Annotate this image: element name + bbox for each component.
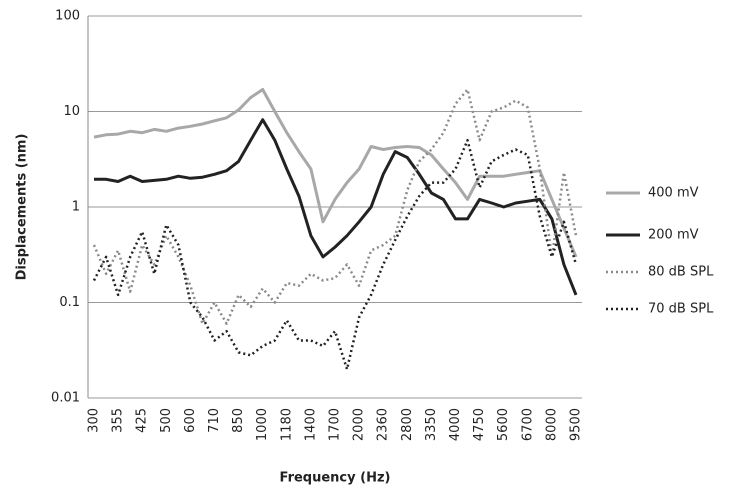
x-tick-label: 425 [135,408,150,433]
legend-label: 80 dB SPL [648,265,714,280]
x-tick-label: 4000 [448,408,463,441]
legend-label: 200 mV [648,228,699,243]
x-tick-label: 850 [231,408,246,433]
series-line [92,88,578,325]
x-tick-label: 4750 [472,408,487,441]
x-tick-label: 1180 [279,408,294,441]
y-tick-label: 10 [63,104,80,119]
series-line [94,118,578,296]
series-line [93,88,578,258]
series-line [92,138,578,371]
legend-label: 400 mV [648,186,699,201]
x-tick-label: 2800 [400,408,415,441]
x-tick-label: 6700 [520,408,535,441]
x-tick-label: 9500 [568,408,583,441]
y-tick-label: 0.01 [51,391,80,406]
y-tick-label: 1 [72,200,80,215]
x-tick-label: 5600 [496,408,511,441]
x-tick-label: 1700 [328,408,343,441]
x-tick-label: 2360 [376,408,391,441]
x-axis-title: Frequency (Hz) [280,471,391,486]
x-tick-label: 355 [111,408,126,433]
x-tick-label: 2000 [352,408,367,441]
x-tick-label: 8000 [544,408,559,441]
x-tick-label: 600 [183,408,198,433]
y-tick-label: 0.1 [59,295,80,310]
x-tick-label: 3350 [424,408,439,441]
x-tick-label: 1400 [303,408,318,441]
x-tick-label: 500 [159,408,174,433]
x-tick-label: 1000 [255,408,270,441]
x-tick-label: 710 [207,408,222,433]
y-axis-title: Displacements (nm) [15,134,30,281]
legend-label: 70 dB SPL [648,302,714,317]
x-tick-label: 300 [87,408,102,433]
y-tick-label: 100 [55,9,80,24]
